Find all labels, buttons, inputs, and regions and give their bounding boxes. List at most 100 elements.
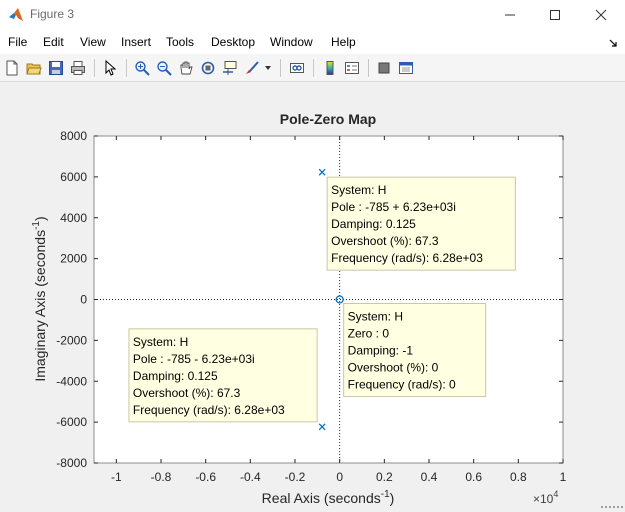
datatip-box — [326, 176, 516, 271]
datatip-line: Frequency (rad/s): 0 — [348, 378, 456, 392]
datatip-line: Damping: 0.125 — [331, 217, 416, 231]
y-tick-label: -8000 — [56, 456, 87, 470]
datatip-line: Overshoot (%): 67.3 — [133, 386, 241, 400]
y-tick-label: -6000 — [56, 415, 87, 429]
pan-button[interactable] — [176, 58, 196, 78]
dock-figure-icon[interactable] — [609, 37, 619, 51]
data-cursor-button[interactable] — [220, 58, 240, 78]
rotate-3d-icon — [201, 61, 215, 75]
menu-file[interactable]: File — [8, 35, 28, 49]
datatip-line: Pole : -785 + 6.23e+03i — [331, 200, 456, 214]
chart-title: Pole-Zero Map — [280, 111, 376, 127]
menu-desktop[interactable]: Desktop — [211, 35, 256, 49]
zoom-in-button[interactable] — [132, 58, 152, 78]
datatip-line: System: H — [348, 310, 403, 324]
edit-plot-button[interactable] — [100, 58, 120, 78]
window-titlebar: Figure 3 — [0, 0, 625, 30]
x-axis-label: Real Axis (seconds-1) — [262, 489, 395, 506]
x-tick-label: 0.6 — [465, 470, 482, 484]
menu-edit[interactable]: Edit — [43, 35, 64, 49]
pointer-icon — [105, 60, 117, 76]
datatip[interactable]: System: H Pole : -785 + 6.23e+03i Damping:… — [326, 176, 516, 271]
menu-insert[interactable]: Insert — [121, 35, 152, 49]
zoom-in-icon — [135, 61, 150, 76]
insert-colorbar-icon — [326, 61, 334, 75]
close-icon — [595, 9, 607, 21]
datatip-line: Damping: -1 — [348, 344, 414, 358]
y-tick-label: 4000 — [60, 211, 87, 225]
menu-window[interactable]: Window — [270, 35, 313, 49]
pole-marker[interactable] — [318, 168, 326, 176]
datatip-line: Overshoot (%): 67.3 — [331, 234, 439, 248]
minimize-icon — [505, 14, 515, 16]
zoom-out-icon — [157, 61, 172, 76]
insert-colorbar-button[interactable] — [320, 58, 340, 78]
print-button[interactable] — [68, 58, 88, 78]
zoom-out-button[interactable] — [154, 58, 174, 78]
x-tick-label: 1 — [560, 470, 567, 484]
save-button[interactable] — [46, 58, 66, 78]
window-title: Figure 3 — [30, 7, 75, 21]
y-tick-label: -4000 — [56, 374, 87, 388]
link-plot-button[interactable] — [287, 58, 307, 78]
x-tick-label: 0.2 — [376, 470, 393, 484]
hide-plot-tools-button[interactable] — [374, 58, 394, 78]
new-figure-icon — [6, 60, 18, 76]
resize-grip-icon[interactable] — [601, 504, 623, 510]
brush-icon — [246, 61, 259, 74]
datatip-box — [128, 328, 318, 423]
dropdown-arrow-icon — [265, 66, 271, 70]
rotate-3d-button[interactable] — [198, 58, 218, 78]
datatip-line: Frequency (rad/s): 6.28e+03 — [331, 251, 483, 265]
maximize-icon — [550, 10, 560, 20]
pole-marker[interactable] — [318, 423, 326, 431]
datatip-line: Pole : -785 - 6.23e+03i — [133, 352, 255, 366]
open-file-icon — [26, 63, 42, 75]
datatip-line: System: H — [133, 335, 188, 349]
x-axis-multiplier: ×104 — [533, 489, 558, 506]
zero-marker[interactable] — [335, 295, 344, 304]
matlab-logo-icon — [8, 7, 24, 23]
datatip-box — [343, 303, 487, 397]
datatip[interactable]: System: H Zero : 0 Damping: -1 Overshoot (%… — [343, 303, 487, 397]
brush-dropdown-button[interactable] — [262, 58, 274, 78]
menu-view[interactable]: View — [80, 35, 106, 49]
menu-bar: File Edit View Insert Tools Desktop Wind… — [0, 30, 625, 54]
y-tick-label: 8000 — [60, 129, 87, 143]
minimize-button[interactable] — [487, 0, 533, 30]
datatip-line: System: H — [331, 183, 386, 197]
menu-help[interactable]: Help — [331, 35, 356, 49]
link-plot-icon — [290, 63, 304, 73]
datatip[interactable]: System: H Pole : -785 - 6.23e+03i Damping:… — [128, 328, 318, 423]
maximize-button[interactable] — [532, 0, 578, 30]
pan-icon — [180, 61, 193, 75]
y-axis-label: Imaginary Axis (seconds-1) — [31, 216, 48, 381]
save-icon — [49, 61, 63, 75]
print-icon — [71, 61, 85, 75]
x-tick-label: 0.4 — [421, 470, 438, 484]
show-plot-tools-icon — [399, 62, 413, 74]
x-tick-label: -1 — [111, 470, 122, 484]
datatip-line: Frequency (rad/s): 6.28e+03 — [133, 403, 285, 417]
x-tick-label: 0 — [336, 470, 343, 484]
close-button[interactable] — [578, 0, 624, 30]
insert-legend-button[interactable] — [342, 58, 362, 78]
y-tick-label: 2000 — [60, 252, 87, 266]
open-file-button[interactable] — [24, 58, 44, 78]
new-figure-button[interactable] — [2, 58, 22, 78]
x-tick-label: -0.6 — [195, 470, 216, 484]
hide-plot-tools-icon — [378, 62, 390, 74]
insert-legend-icon — [345, 62, 359, 74]
data-cursor-icon — [223, 61, 237, 75]
datatip-line: Zero : 0 — [348, 327, 390, 341]
datatip-line: Overshoot (%): 0 — [348, 361, 439, 375]
x-tick-label: -0.4 — [240, 470, 261, 484]
y-tick-label: -2000 — [56, 333, 87, 347]
figure-toolbar — [0, 54, 625, 82]
brush-button[interactable] — [242, 58, 262, 78]
menu-tools[interactable]: Tools — [166, 35, 195, 49]
show-plot-tools-button[interactable] — [396, 58, 416, 78]
x-tick-label: -0.8 — [151, 470, 172, 484]
datatip-line: Damping: 0.125 — [133, 369, 218, 383]
